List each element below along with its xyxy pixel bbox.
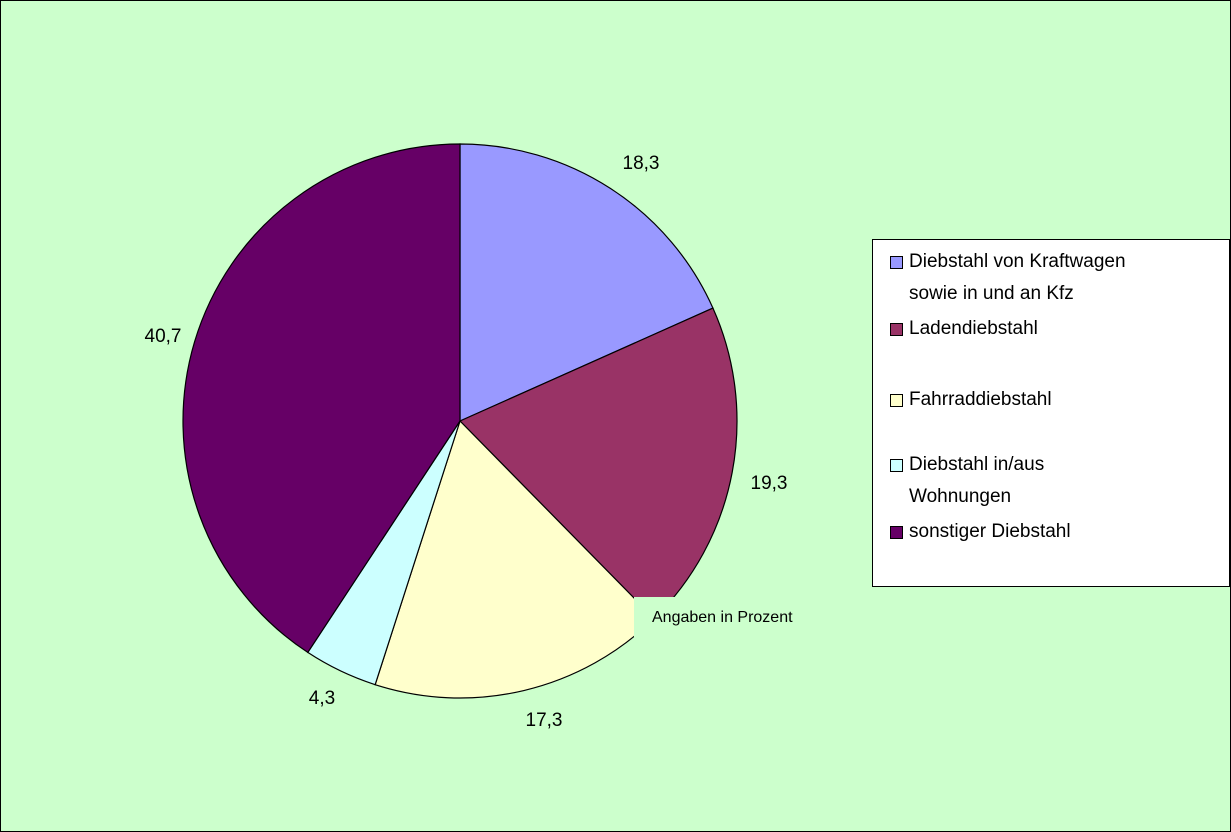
pie-slice-3 bbox=[374, 419, 656, 699]
slice-value-label-4: 4,3 bbox=[309, 688, 335, 709]
legend-label-line: Diebstahl von Kraftwagen bbox=[909, 251, 1126, 272]
pie-slice-2 bbox=[458, 307, 738, 620]
legend-label-1: Diebstahl von Kraftwagen sowie in und an … bbox=[909, 250, 1126, 306]
legend-item-3: Fahrraddiebstahl bbox=[890, 388, 1052, 412]
legend-label-line: Ladendiebstahl bbox=[909, 318, 1038, 339]
legend-label-3: Fahrraddiebstahl bbox=[909, 388, 1052, 412]
pie-slice-1 bbox=[459, 143, 714, 422]
legend-swatch-1 bbox=[890, 256, 903, 269]
slice-value-label-1: 18,3 bbox=[623, 153, 660, 174]
legend-label-4: Diebstahl in/aus Wohnungen bbox=[909, 453, 1044, 509]
slice-value-label-2: 19,3 bbox=[751, 473, 788, 494]
slice-value-label-5: 40,7 bbox=[145, 326, 182, 347]
legend-item-4: Diebstahl in/aus Wohnungen bbox=[890, 453, 1044, 509]
legend-swatch-5 bbox=[890, 526, 903, 539]
legend-item-1: Diebstahl von Kraftwagen sowie in und an … bbox=[890, 250, 1126, 306]
legend-label-2: Ladendiebstahl bbox=[909, 317, 1038, 341]
annotation-note: Angaben in Prozent bbox=[634, 597, 844, 639]
legend-label-line: Fahrraddiebstahl bbox=[909, 389, 1052, 410]
legend-swatch-4 bbox=[890, 459, 903, 472]
legend-swatch-3 bbox=[890, 394, 903, 407]
legend-label-line: Diebstahl in/aus bbox=[909, 454, 1045, 475]
pie-slice-5 bbox=[182, 143, 461, 654]
legend-label-line: Wohnungen bbox=[909, 486, 1012, 507]
legend-label-line: sowie in und an Kfz bbox=[909, 283, 1074, 304]
slice-value-label-3: 17,3 bbox=[526, 710, 563, 731]
legend-item-5: sonstiger Diebstahl bbox=[890, 520, 1071, 544]
legend-item-2: Ladendiebstahl bbox=[890, 317, 1038, 341]
legend-label-5: sonstiger Diebstahl bbox=[909, 520, 1071, 544]
legend: Diebstahl von Kraftwagen sowie in und an … bbox=[872, 239, 1230, 587]
legend-label-line: sonstiger Diebstahl bbox=[909, 521, 1071, 542]
legend-swatch-2 bbox=[890, 323, 903, 336]
